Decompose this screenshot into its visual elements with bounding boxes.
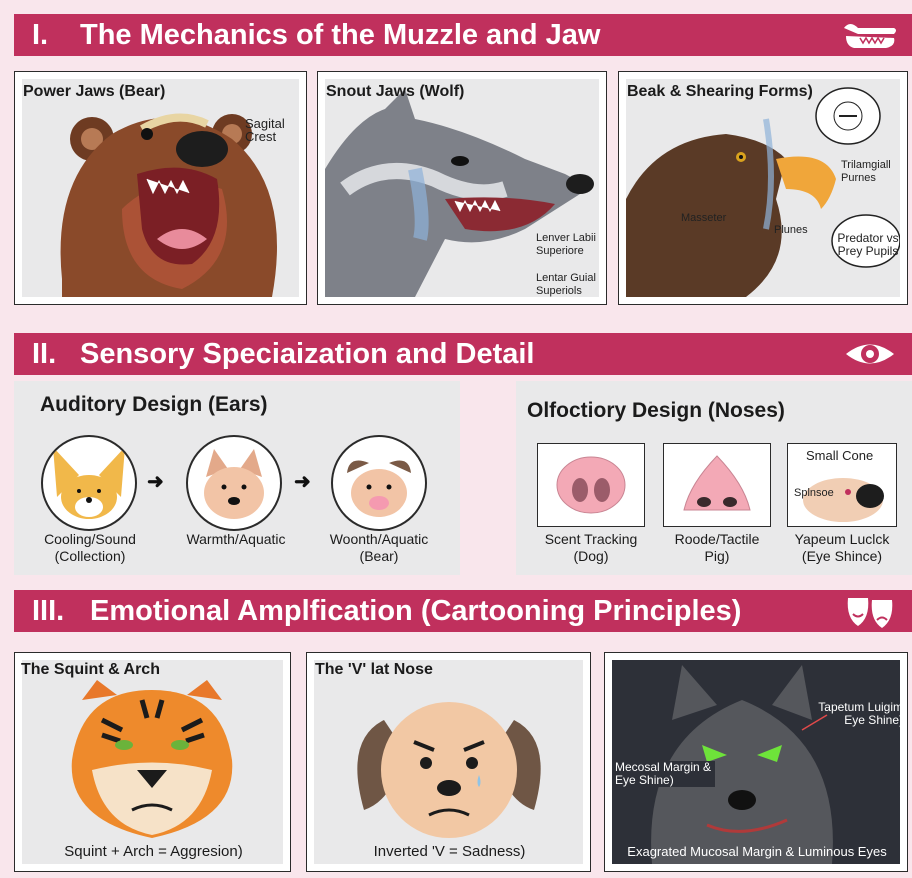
- sagital-crest-label: Sagital Crest: [245, 116, 285, 144]
- beak-panel-title: Beak & Shearing Forms): [627, 83, 813, 100]
- eagle-illustration: [626, 87, 900, 297]
- nose-caption-3: Yapeum Luclck (Eye Shince): [794, 531, 890, 564]
- jaw-icon: [840, 18, 900, 52]
- plunes-label: Plunes: [774, 224, 808, 236]
- tiger-caption: Squint + Arch = Aggresion): [64, 843, 243, 860]
- nose-caption-1: Scent Tracking (Dog): [544, 531, 638, 564]
- ears-title: Auditory Design (Ears): [40, 393, 268, 416]
- tiger-illustration: [71, 680, 233, 838]
- eye-icon: [840, 337, 900, 371]
- sad-dog-illustration: [357, 702, 541, 838]
- cone-nose-icon: [787, 443, 897, 527]
- arrow-icon-1: ➜: [147, 471, 164, 493]
- splnsoe-label: Splnsoe: [794, 487, 834, 499]
- section-3-banner: III. Emotional Amplfication (Cartooning …: [14, 590, 912, 632]
- dark-wolf-illustration: [651, 665, 833, 864]
- bear-panel-title: Power Jaws (Bear): [23, 83, 166, 100]
- section-2-title: Sensory Speciaization and Detail: [80, 337, 535, 370]
- nose-caption-2: Roode/Tactile Pig): [674, 531, 760, 564]
- wolf-panel-title: Snout Jaws (Wolf): [326, 83, 465, 100]
- beak-panel: Beak & Shearing Forms) Masseter Trilamgi…: [618, 71, 908, 305]
- section-1-number: I.: [32, 18, 49, 51]
- sad-dog-panel: The 'V' lat Nose Inverted 'V = Sadness): [306, 652, 591, 872]
- predator-prey-bubble: Predator vs Prey Pupils: [837, 231, 899, 258]
- dog-nose-icon: [537, 443, 645, 527]
- dark-wolf-caption: Exagrated Mucosal Margin & Luminous Eyes: [627, 844, 887, 859]
- pig-ears-icon: [331, 435, 427, 531]
- fox-ears-icon: [41, 435, 137, 531]
- bear-jaw-panel: Power Jaws (Bear) Sagital Crest: [14, 71, 307, 305]
- ears-section: Auditory Design (Ears) ➜ ➜ Cooling/Sound…: [14, 381, 460, 575]
- ear-caption-3: Woonth/Aquatic (Bear): [329, 531, 429, 564]
- wolf-jaw-panel: Snout Jaws (Wolf) Lenver Labii Superiore…: [317, 71, 607, 305]
- small-cone-label: Small Cone: [806, 448, 874, 463]
- sad-dog-caption: Inverted 'V = Sadness): [373, 843, 526, 860]
- ear-caption-2: Warmth/Aquatic: [186, 531, 286, 547]
- dark-wolf-label-2: Mecosal Margin & Eye Shine): [615, 761, 715, 787]
- section-1-title: The Mechanics of the Muzzle and Jaw: [80, 18, 601, 51]
- ear-caption-1: Cooling/Sound (Collection): [44, 531, 136, 564]
- tiger-panel: The Squint & Arch Squint + Arch = Aggres…: [14, 652, 291, 872]
- wolf-label-2: Lentar Guial Superiols: [536, 272, 596, 297]
- section-2-banner: II. Sensory Speciaization and Detail: [14, 333, 912, 375]
- noses-title: Olfoctiory Design (Noses): [527, 399, 785, 422]
- noses-section: Olfoctiory Design (Noses) Small Cone Spl…: [516, 381, 912, 575]
- bear-illustration: [60, 113, 277, 297]
- dark-wolf-panel: Tapetum Luigim Eye Shine) Mecosal Margin…: [604, 652, 908, 872]
- trigeminal-label: Trilamgiall Purnes: [841, 159, 891, 184]
- wolf-label-1: Lenver Labii Superiore: [536, 232, 596, 257]
- section-2-number: II.: [32, 337, 57, 370]
- bear-ears-icon: [186, 435, 282, 531]
- section-1-banner: I. The Mechanics of the Muzzle and Jaw: [14, 14, 912, 56]
- masseter-label: Masseter: [681, 212, 727, 224]
- wolf-illustration: [325, 89, 594, 297]
- sad-dog-panel-title: The 'V' lat Nose: [315, 661, 433, 678]
- section-3-title: Emotional Amplfication (Cartooning Princ…: [90, 594, 742, 627]
- tiger-panel-title: The Squint & Arch: [21, 661, 160, 678]
- theater-masks-icon: [840, 594, 900, 628]
- arrow-icon-2: ➜: [294, 471, 311, 493]
- dark-wolf-label-1: Tapetum Luigim Eye Shine): [818, 700, 903, 727]
- pig-nose-icon: [663, 443, 771, 527]
- section-3-number: III.: [32, 594, 65, 627]
